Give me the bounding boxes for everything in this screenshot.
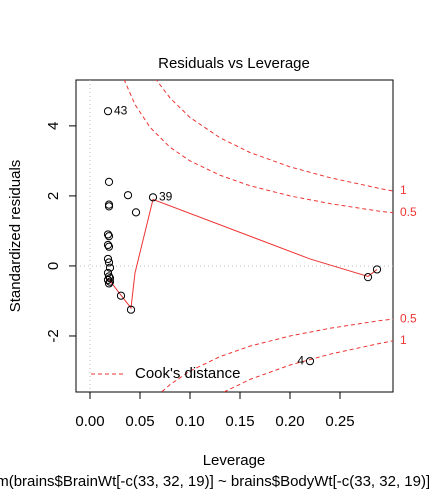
x-tick-label: 0.20 (275, 413, 304, 430)
point (131, 208, 141, 217)
point-label: 4 (297, 353, 304, 367)
point (103, 254, 113, 264)
point (104, 200, 114, 209)
x-tick-label: 0.00 (75, 413, 104, 430)
point (103, 107, 113, 116)
cooks-distance-curve (161, 318, 393, 392)
y-axis-label: Standardized residuals (7, 160, 24, 313)
legend-label: Cook's distance (135, 365, 240, 382)
x-tick-label: 0.10 (175, 413, 204, 430)
plot-area (76, 80, 393, 392)
cooks-level-label: 1 (400, 333, 407, 347)
point (123, 191, 133, 200)
x-axis-label: Leverage (203, 452, 266, 469)
point (104, 232, 114, 241)
cooks-distance-curve (155, 80, 393, 192)
point (363, 273, 373, 282)
point (105, 277, 115, 286)
point (148, 193, 158, 202)
point (103, 275, 113, 285)
point (104, 202, 114, 211)
point (126, 305, 136, 314)
smoother-line (107, 198, 378, 310)
y-tick-label: 4 (45, 122, 62, 130)
point (372, 265, 382, 274)
point (104, 242, 114, 251)
y-tick-label: 2 (45, 192, 62, 200)
point (104, 258, 114, 267)
cooks-distance-curve (123, 80, 393, 214)
point (305, 357, 315, 366)
y-tick-label: -2 (45, 329, 62, 342)
point-label: 43 (114, 103, 128, 117)
point (116, 291, 126, 300)
point-label: 39 (159, 189, 173, 203)
chart-title: Residuals vs Leverage (158, 55, 310, 72)
cooks-distance-curve (223, 340, 393, 392)
x-tick-label: 0.25 (325, 413, 354, 430)
caption: lm(brains$BrainWt[-c(33, 32, 19)] ~ brai… (0, 473, 429, 490)
point (103, 240, 113, 250)
x-tick-label: 0.15 (225, 413, 254, 430)
cooks-level-label: 1 (400, 183, 407, 197)
cooks-level-label: 0.5 (400, 205, 417, 219)
point (103, 230, 113, 239)
point (105, 263, 115, 272)
point (104, 177, 114, 186)
x-tick-label: 0.05 (125, 413, 154, 430)
plot-frame (75, 79, 394, 393)
y-tick-label: 0 (45, 262, 62, 270)
cooks-level-label: 0.5 (400, 311, 417, 325)
point (105, 274, 115, 283)
point (104, 279, 114, 288)
